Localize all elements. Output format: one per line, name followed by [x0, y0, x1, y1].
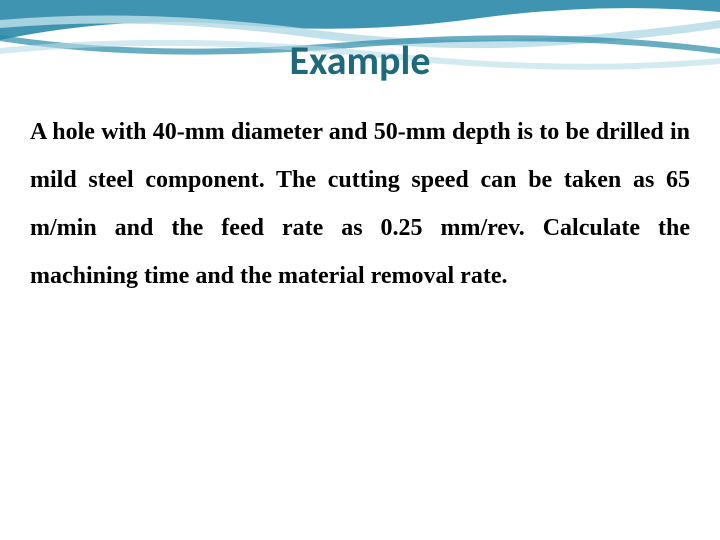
slide-title: Example — [0, 36, 720, 85]
slide-body-text: A hole with 40-mm diameter and 50-mm dep… — [30, 108, 690, 300]
